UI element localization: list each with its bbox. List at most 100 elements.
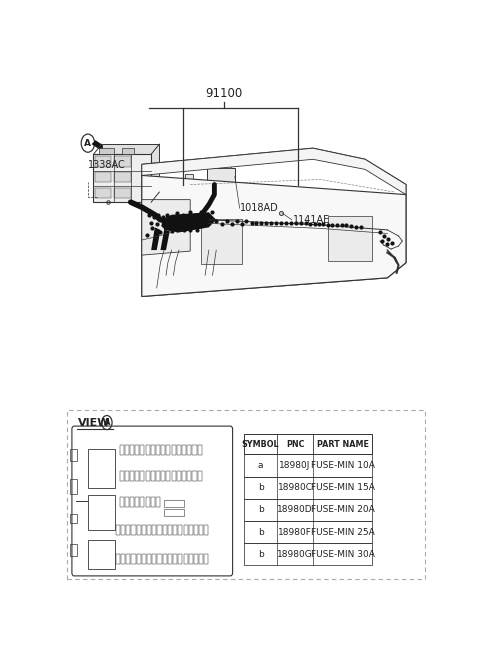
Text: b: b: [258, 505, 264, 514]
Bar: [156, 471, 160, 481]
Bar: [167, 445, 170, 455]
Text: 18980D: 18980D: [277, 505, 313, 514]
Bar: [244, 498, 372, 521]
Bar: [152, 554, 156, 564]
Bar: [116, 525, 120, 534]
Bar: [120, 471, 124, 481]
Text: 18980F: 18980F: [278, 527, 312, 536]
Bar: [244, 543, 372, 565]
Bar: [244, 434, 372, 455]
Bar: [164, 500, 183, 508]
Bar: [244, 455, 372, 477]
Bar: [199, 525, 203, 534]
Bar: [125, 445, 129, 455]
Bar: [71, 544, 77, 555]
Bar: [151, 496, 155, 507]
Bar: [167, 471, 170, 481]
Text: b: b: [258, 527, 264, 536]
Bar: [114, 187, 131, 198]
Bar: [120, 445, 124, 455]
Text: 1141AE: 1141AE: [292, 215, 330, 225]
Bar: [187, 471, 192, 481]
Bar: [145, 471, 150, 481]
Text: FUSE-MIN 10A: FUSE-MIN 10A: [311, 461, 375, 470]
Bar: [222, 162, 231, 168]
Bar: [156, 445, 160, 455]
Bar: [182, 445, 186, 455]
Bar: [145, 445, 150, 455]
Bar: [120, 496, 124, 507]
Bar: [121, 554, 125, 564]
Polygon shape: [92, 140, 112, 155]
Bar: [164, 509, 183, 516]
Bar: [187, 445, 192, 455]
Bar: [140, 445, 144, 455]
Bar: [145, 496, 150, 507]
Bar: [132, 525, 135, 534]
Bar: [71, 479, 77, 494]
Bar: [209, 162, 217, 168]
Text: FUSE-MIN 20A: FUSE-MIN 20A: [311, 505, 374, 514]
Text: 18980J: 18980J: [279, 461, 311, 470]
Bar: [151, 445, 155, 455]
Bar: [177, 471, 181, 481]
Text: 91100: 91100: [205, 86, 242, 100]
Polygon shape: [142, 148, 406, 195]
Bar: [142, 554, 146, 564]
Bar: [204, 525, 208, 534]
Text: a: a: [258, 461, 263, 470]
Text: 18980C: 18980C: [277, 483, 312, 492]
Bar: [96, 156, 111, 166]
Bar: [157, 554, 162, 564]
Text: VIEW: VIEW: [78, 418, 110, 428]
Bar: [199, 554, 203, 564]
Bar: [137, 525, 141, 534]
Bar: [126, 554, 130, 564]
Bar: [122, 148, 134, 155]
Text: A: A: [84, 139, 91, 147]
Bar: [147, 554, 151, 564]
Bar: [88, 449, 115, 488]
Bar: [152, 525, 156, 534]
Bar: [194, 525, 198, 534]
Bar: [192, 471, 196, 481]
Bar: [88, 540, 115, 569]
Bar: [244, 477, 372, 498]
Bar: [135, 445, 139, 455]
Bar: [135, 471, 139, 481]
Bar: [99, 148, 114, 155]
Bar: [189, 525, 193, 534]
Bar: [102, 144, 159, 192]
Polygon shape: [160, 230, 170, 250]
Bar: [157, 525, 162, 534]
Bar: [126, 525, 130, 534]
Text: FUSE-MIN 15A: FUSE-MIN 15A: [311, 483, 375, 492]
Text: FUSE-MIN 25A: FUSE-MIN 25A: [311, 527, 374, 536]
Bar: [178, 525, 182, 534]
Bar: [198, 445, 202, 455]
Bar: [142, 525, 146, 534]
Bar: [116, 554, 120, 564]
Bar: [121, 525, 125, 534]
Bar: [168, 525, 172, 534]
Bar: [125, 496, 129, 507]
Bar: [207, 168, 235, 185]
Bar: [202, 219, 242, 264]
Bar: [204, 554, 208, 564]
Text: FUSE-MIN 30A: FUSE-MIN 30A: [311, 550, 375, 559]
Bar: [161, 471, 165, 481]
Bar: [189, 554, 193, 564]
Text: PNC: PNC: [286, 440, 304, 449]
Bar: [156, 496, 160, 507]
Bar: [67, 410, 424, 579]
Bar: [168, 554, 172, 564]
Bar: [71, 449, 77, 460]
Bar: [178, 554, 182, 564]
Bar: [151, 471, 155, 481]
Bar: [130, 471, 134, 481]
Bar: [192, 445, 196, 455]
Bar: [114, 156, 131, 166]
Bar: [172, 445, 176, 455]
Text: PART NAME: PART NAME: [317, 440, 369, 449]
Text: 18980G: 18980G: [277, 550, 313, 559]
